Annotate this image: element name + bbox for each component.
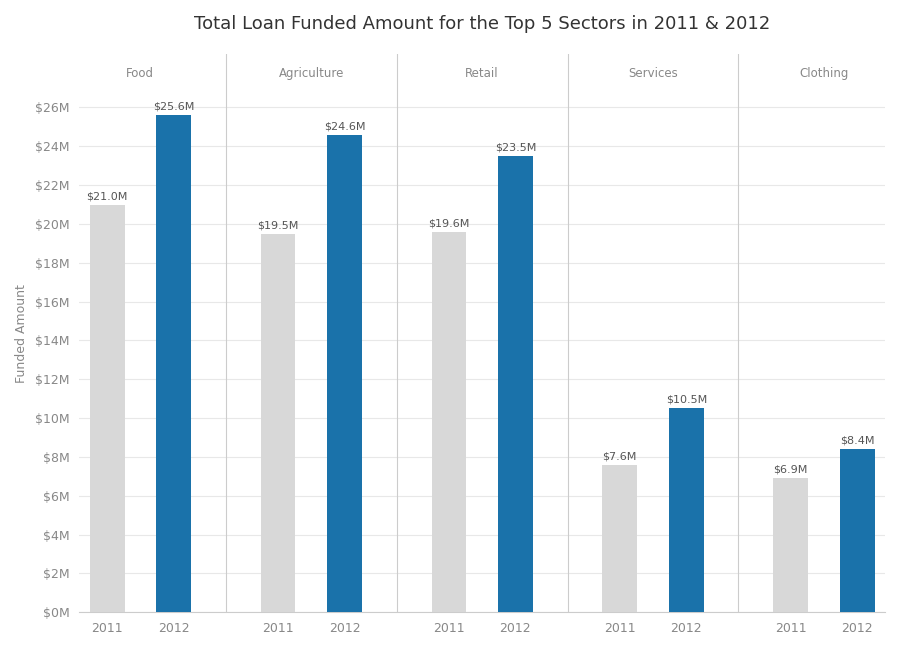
- Y-axis label: Funded Amount: Funded Amount: [15, 283, 28, 383]
- Text: Clothing: Clothing: [799, 67, 849, 80]
- Bar: [669, 408, 704, 612]
- Bar: [773, 478, 808, 612]
- Text: $19.6M: $19.6M: [428, 218, 470, 228]
- Text: $25.6M: $25.6M: [153, 102, 194, 112]
- Text: $8.4M: $8.4M: [840, 436, 875, 446]
- Text: $24.6M: $24.6M: [324, 121, 365, 131]
- Title: Total Loan Funded Amount for the Top 5 Sectors in 2011 & 2012: Total Loan Funded Amount for the Top 5 S…: [194, 15, 770, 33]
- Bar: [498, 156, 533, 612]
- Text: $23.5M: $23.5M: [495, 142, 536, 153]
- Bar: [327, 135, 362, 612]
- Text: $7.6M: $7.6M: [603, 451, 637, 462]
- Text: $6.9M: $6.9M: [773, 465, 808, 474]
- Bar: [157, 115, 191, 612]
- Text: Services: Services: [628, 67, 678, 80]
- Bar: [261, 234, 295, 612]
- Bar: [602, 465, 637, 612]
- Text: $10.5M: $10.5M: [666, 395, 706, 405]
- Text: $21.0M: $21.0M: [86, 191, 128, 201]
- Text: Agriculture: Agriculture: [279, 67, 344, 80]
- Bar: [431, 232, 466, 612]
- Bar: [90, 205, 124, 612]
- Bar: [840, 449, 875, 612]
- Text: Food: Food: [126, 67, 155, 80]
- Text: $19.5M: $19.5M: [257, 220, 299, 230]
- Text: Retail: Retail: [465, 67, 499, 80]
